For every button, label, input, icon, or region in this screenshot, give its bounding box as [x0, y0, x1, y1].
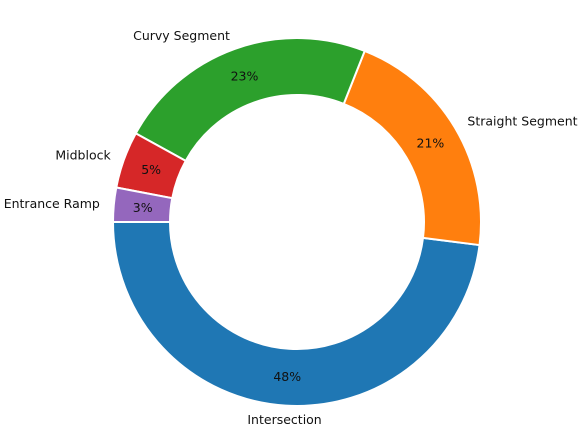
pct-label-midblock: 5% — [141, 162, 161, 177]
labels-layer: 48% Intersection 21% Straight Segment 23% Cur… — [4, 28, 578, 427]
pct-label-curvy-segment: 23% — [231, 69, 259, 84]
category-label-curvy-segment: Curvy Segment — [133, 28, 230, 43]
category-label-straight-segment: Straight Segment — [467, 114, 577, 129]
slice-curvy-segment — [134, 37, 366, 162]
pct-label-entrance-ramp: 3% — [133, 200, 153, 215]
slice-entrance-ramp — [112, 186, 174, 223]
category-label-entrance-ramp: Entrance Ramp — [4, 196, 100, 211]
pct-label-intersection: 48% — [273, 369, 301, 384]
category-label-midblock: Midblock — [55, 147, 111, 162]
slice-intersection — [112, 221, 481, 407]
slices-layer — [112, 37, 482, 407]
slice-straight-segment — [342, 49, 482, 247]
category-label-intersection: Intersection — [247, 412, 321, 427]
pct-label-straight-segment: 21% — [417, 136, 445, 151]
